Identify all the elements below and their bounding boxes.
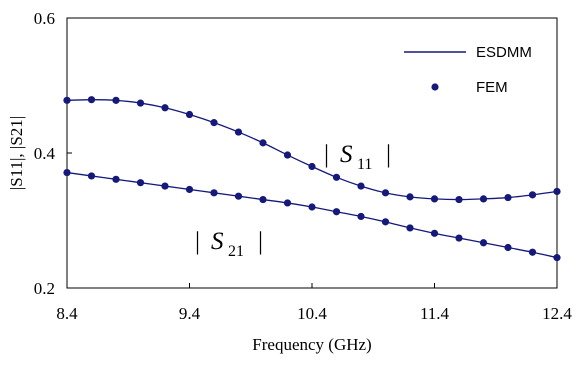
annotation-s21: | S 21 | bbox=[195, 228, 263, 260]
x-tick-label: 10.4 bbox=[297, 304, 327, 323]
fem-point-s11 bbox=[357, 182, 365, 190]
fem-point-s21 bbox=[504, 243, 512, 252]
fem-point-s21 bbox=[234, 192, 243, 200]
fem-point-s21 bbox=[63, 168, 71, 177]
fem-point-s21 bbox=[430, 229, 439, 237]
y-tick-label: 0.4 bbox=[34, 144, 56, 163]
fem-point-s11 bbox=[185, 110, 194, 119]
annotation-s21-symbol: S bbox=[211, 228, 224, 255]
fem-point-s21 bbox=[161, 182, 169, 190]
legend: ESDMM FEM bbox=[404, 44, 532, 96]
fem-point-s21 bbox=[406, 224, 414, 232]
fem-point-s21 bbox=[479, 239, 488, 247]
annotation-s21-right-bar: | bbox=[258, 228, 263, 255]
x-tick-label: 8.4 bbox=[56, 304, 78, 323]
fem-point-s21 bbox=[87, 172, 96, 180]
fem-point-s11 bbox=[553, 187, 561, 196]
fem-point-s21 bbox=[112, 175, 120, 183]
fem-point-s11 bbox=[234, 128, 243, 136]
fem-point-s21 bbox=[259, 195, 267, 204]
x-axis-title: Frequency (GHz) bbox=[252, 335, 371, 354]
fem-point-s21 bbox=[357, 212, 365, 221]
fem-point-s21 bbox=[136, 179, 145, 187]
fem-point-s11 bbox=[63, 96, 71, 104]
fem-point-s21 bbox=[283, 199, 292, 207]
fem-point-s11 bbox=[259, 139, 267, 147]
fem-point-s21 bbox=[210, 189, 218, 197]
fem-point-s11 bbox=[87, 96, 96, 104]
fem-point-s21 bbox=[308, 203, 316, 211]
y-axis-ticks: 0.2 0.4 0.6 bbox=[34, 9, 72, 298]
x-tick-label: 9.4 bbox=[179, 304, 201, 323]
y-tick-label: 0.2 bbox=[34, 279, 55, 298]
annotation-s21-subscript: 21 bbox=[228, 243, 244, 260]
y-tick-label: 0.6 bbox=[34, 9, 55, 28]
fem-point-s11 bbox=[406, 193, 414, 201]
x-tick-label: 12.4 bbox=[542, 304, 572, 323]
annotation-s11-symbol: S bbox=[340, 141, 353, 168]
fem-point-s21 bbox=[332, 208, 341, 216]
annotation-s11-subscript: 11 bbox=[357, 156, 372, 173]
x-axis-ticks: 8.4 9.4 10.4 11.4 12.4 bbox=[56, 283, 572, 323]
annotation-s21-left-bar: | bbox=[195, 228, 200, 255]
fem-point-s11 bbox=[308, 162, 316, 171]
fem-point-s11 bbox=[112, 96, 120, 104]
fem-point-s11 bbox=[210, 119, 218, 127]
y-axis-title: |S11|, |S21| bbox=[7, 116, 26, 190]
fem-point-s11 bbox=[479, 195, 488, 203]
fem-point-s21 bbox=[185, 185, 194, 194]
fem-point-s11 bbox=[332, 173, 341, 181]
fem-point-s11 bbox=[455, 195, 463, 204]
annotation-s11-left-bar: | bbox=[324, 141, 329, 168]
legend-label-fem: FEM bbox=[476, 79, 508, 96]
fem-point-s21 bbox=[553, 254, 561, 262]
fem-point-s21 bbox=[381, 218, 390, 226]
fem-point-s11 bbox=[136, 99, 145, 107]
fem-point-s11 bbox=[504, 193, 512, 202]
fem-point-s21 bbox=[455, 234, 463, 242]
fem-point-s21 bbox=[528, 248, 537, 256]
fem-point-s11 bbox=[528, 191, 537, 199]
fem-point-s11 bbox=[161, 104, 169, 112]
annotation-s11: | S 11 | bbox=[324, 141, 391, 173]
legend-label-esdmm: ESDMM bbox=[476, 44, 532, 61]
series-group bbox=[63, 96, 561, 262]
x-tick-label: 11.4 bbox=[420, 304, 450, 323]
annotation-s11-right-bar: | bbox=[386, 141, 391, 168]
legend-dot-swatch bbox=[431, 83, 439, 91]
fem-point-s11 bbox=[381, 189, 390, 197]
fem-point-s11 bbox=[283, 151, 292, 159]
fem-point-s11 bbox=[430, 195, 439, 203]
